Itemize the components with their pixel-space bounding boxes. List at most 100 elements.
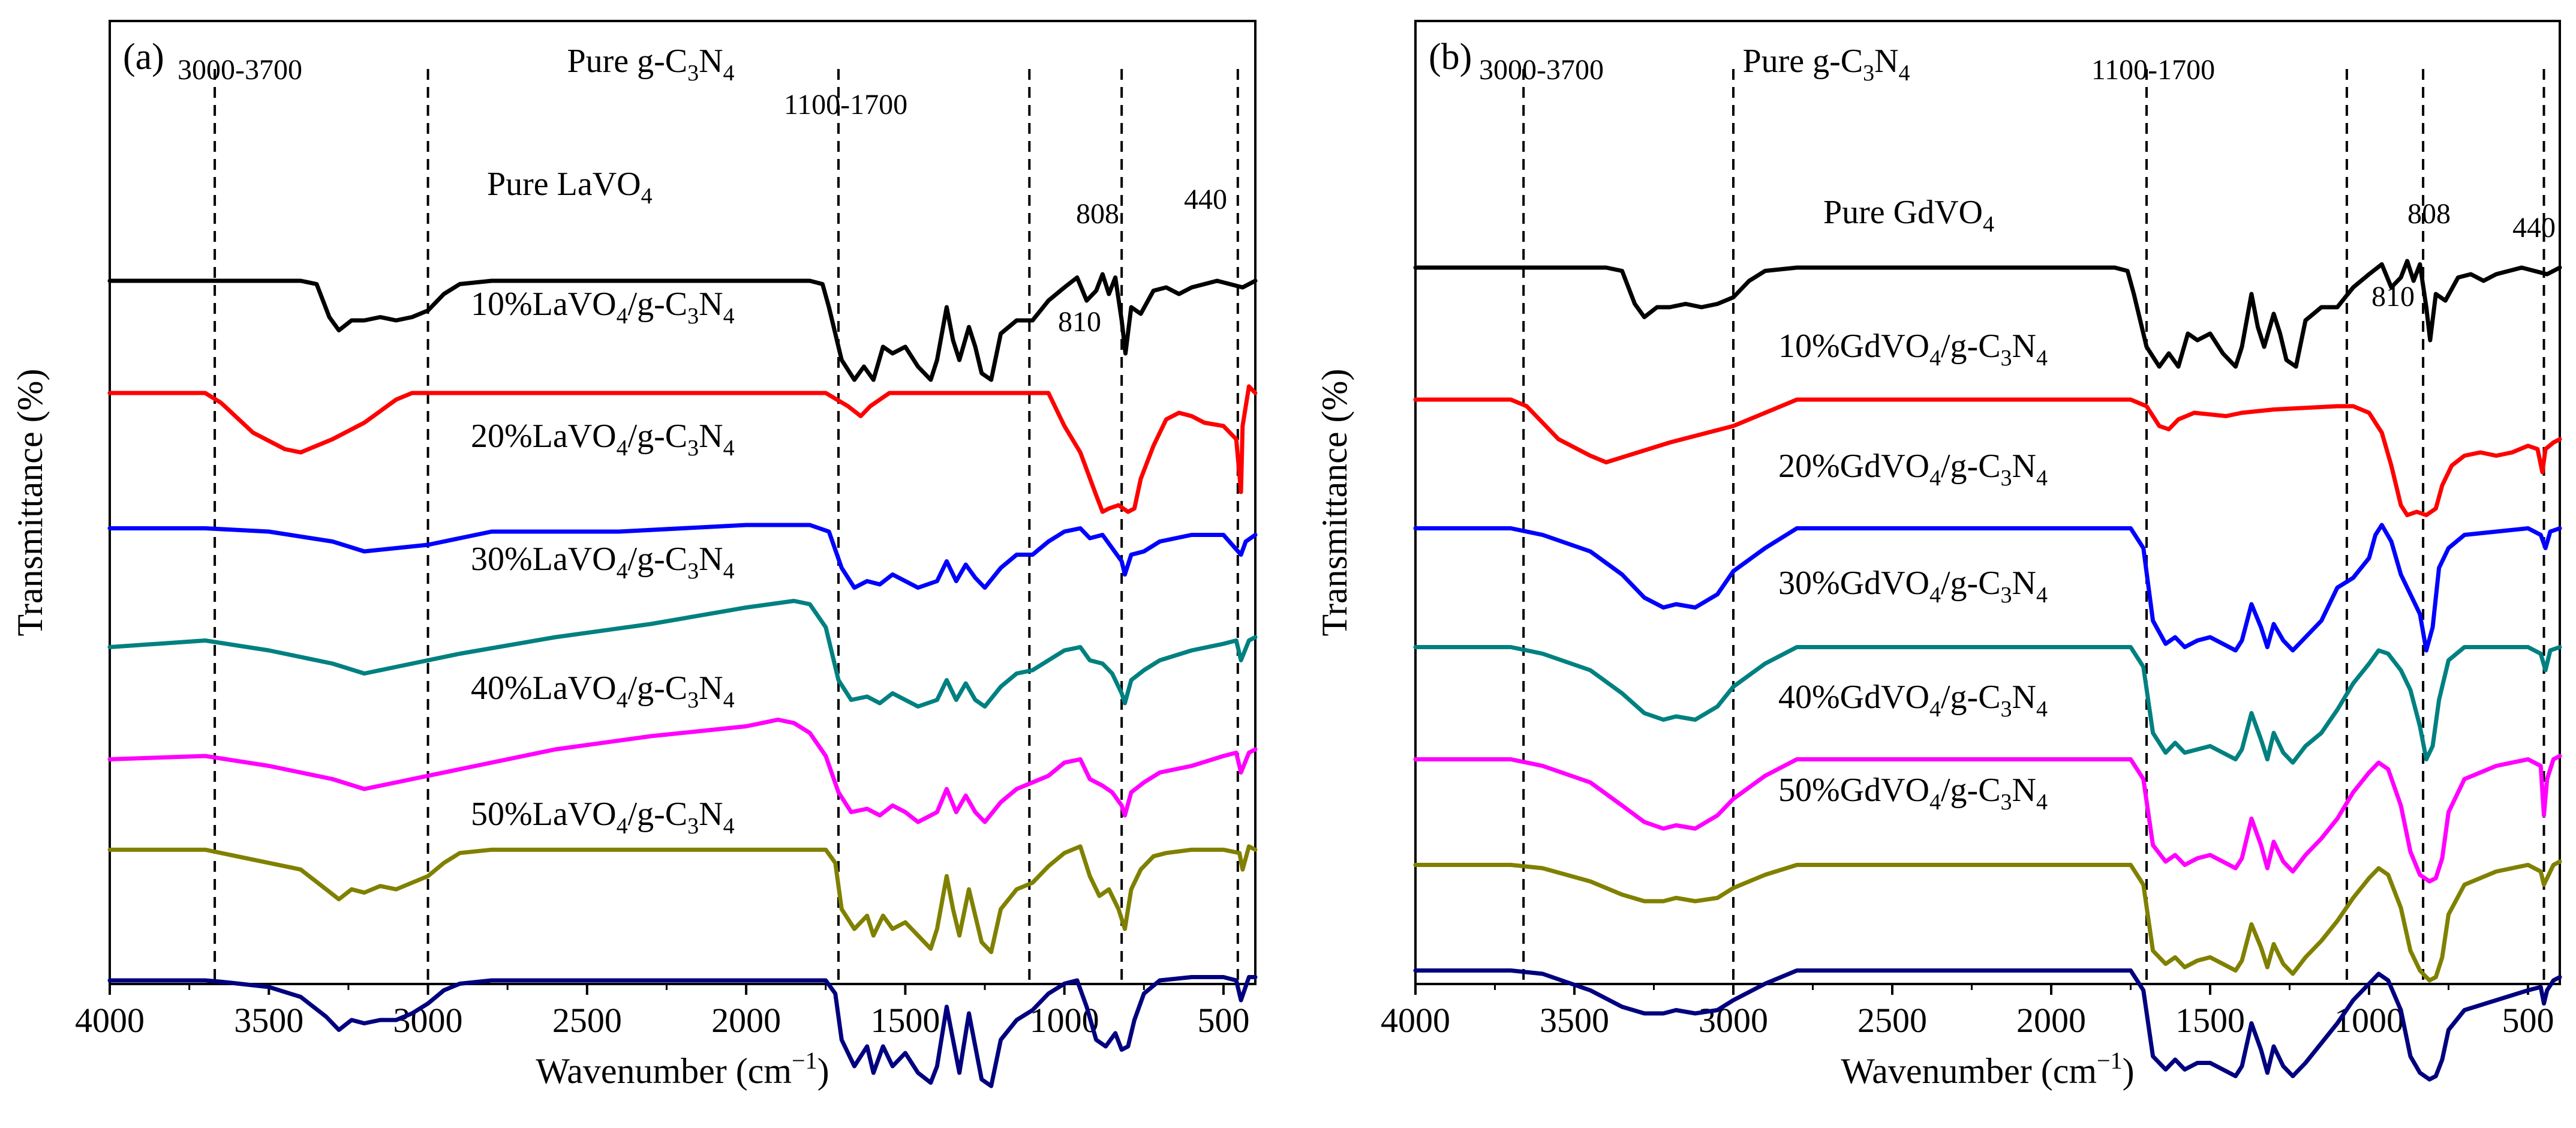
region-label: 1100-1700 [2091, 54, 2215, 86]
panel-label: (b) [1429, 37, 1472, 77]
y-axis-title: Transmittance (%) [10, 368, 50, 636]
series-label-part: N [699, 418, 723, 455]
x-tick-label: 2000 [711, 1001, 781, 1040]
series-label-sub: 4 [617, 559, 628, 584]
x-axis-title-main: Wavenumber (cm [536, 1051, 792, 1091]
series-label-sub: 3 [2001, 697, 2012, 722]
series-label-part: /g-C [1941, 565, 2001, 602]
series-label-part: N [2012, 328, 2036, 365]
series-label-part: /g-C [628, 541, 688, 578]
series-label: 40%LaVO4/g-C3N4 [471, 670, 735, 713]
plot-frame [1414, 20, 2561, 985]
series-label: Pure GdVO4 [1823, 194, 1994, 237]
series-label-part: 20%GdVO [1778, 448, 1929, 485]
series-label-part: 30%LaVO [471, 541, 617, 578]
region-label: 3000-3700 [1479, 54, 1604, 86]
series-label-part: Pure g-C [1742, 43, 1863, 80]
series-label-part: /g-C [628, 286, 688, 323]
spectrum-line-1 [107, 272, 1258, 382]
spectrum-line-6 [1413, 859, 2562, 983]
series-label-sub: 4 [723, 304, 735, 329]
series-label-part: N [699, 670, 723, 707]
series-label-part: Pure GdVO [1823, 194, 1983, 231]
series-label-sub: 4 [1983, 212, 1994, 237]
series-label: 50%LaVO4/g-C3N4 [471, 796, 735, 839]
series-label-sub: 4 [1929, 583, 1941, 608]
series-label-part: /g-C [628, 796, 688, 833]
x-tick-label: 1000 [2334, 1001, 2404, 1040]
series-label-sub: 4 [1929, 346, 1941, 371]
series-label-sub: 4 [2036, 697, 2048, 722]
series-label-part: N [2012, 565, 2036, 602]
series-label-part: /g-C [628, 670, 688, 707]
series-label-part: 10%GdVO [1778, 328, 1929, 365]
series-label-sub: 3 [687, 304, 699, 329]
spectrum-line-2 [1413, 397, 2562, 517]
series-label-part: /g-C [1941, 448, 2001, 485]
series-label: 10%LaVO4/g-C3N4 [471, 286, 735, 329]
series-label-part: N [699, 541, 723, 578]
panel-label: (a) [123, 37, 164, 77]
series-label-sub: 4 [2036, 583, 2048, 608]
series-label-part: N [2012, 772, 2036, 809]
spectrum-line-2 [107, 384, 1258, 514]
series-label: 30%LaVO4/g-C3N4 [471, 541, 735, 584]
spectrum-line-7 [1413, 968, 2562, 1082]
series-label-sub: 3 [687, 436, 699, 461]
series-label-part: N [2012, 679, 2036, 716]
series-label-part: /g-C [1941, 328, 2001, 365]
series-label-sub: 3 [2001, 790, 2012, 815]
x-tick-label: 2000 [2016, 1001, 2086, 1040]
series-label-part: /g-C [1941, 679, 2001, 716]
series-label-part: N [699, 43, 723, 80]
x-axis-title-close: ) [2123, 1051, 2135, 1091]
series-label-sub: 4 [2036, 790, 2048, 815]
spectrum-line-3 [1413, 523, 2562, 653]
series-label-sub: 4 [617, 436, 628, 461]
peak-label: 810 [1058, 306, 1101, 338]
series-label-sub: 4 [1929, 790, 1941, 815]
series-label-part: Pure g-C [567, 43, 687, 80]
x-axis-title: Wavenumber (cm−1) [1841, 1047, 2134, 1091]
series-label-sub: 4 [1929, 697, 1941, 722]
series-label-sub: 4 [723, 814, 735, 839]
spectrum-line-3 [107, 523, 1258, 590]
series-label-sub: 3 [687, 61, 699, 86]
series-label-sub: 4 [617, 304, 628, 329]
x-tick-label: 500 [1197, 1001, 1249, 1040]
series-label-sub: 3 [2001, 346, 2012, 371]
series-label-sub: 4 [723, 436, 735, 461]
spectrum-line-4 [107, 599, 1258, 709]
series-label-sub: 3 [687, 688, 699, 713]
series-label: Pure g-C3N4 [1742, 43, 1910, 86]
spectrum-line-6 [107, 844, 1258, 955]
series-label-part: 40%LaVO [471, 670, 617, 707]
series-label-part: 10%LaVO [471, 286, 617, 323]
series-label-part: /g-C [628, 418, 688, 455]
x-tick-label: 500 [2502, 1001, 2554, 1040]
series-label: 10%GdVO4/g-C3N4 [1778, 328, 2048, 371]
peak-label: 808 [1076, 198, 1119, 230]
x-tick-label: 1500 [870, 1001, 940, 1040]
spectrum-line-5 [107, 718, 1258, 824]
series-label-part: Pure LaVO [487, 166, 641, 203]
x-tick-label: 2500 [1857, 1001, 1927, 1040]
series-label: Pure LaVO4 [487, 166, 653, 209]
x-axis-title-sup: −1 [2097, 1047, 2123, 1074]
series-label-part: 20%LaVO [471, 418, 617, 455]
series-label-sub: 4 [723, 688, 735, 713]
series-label-part: 40%GdVO [1778, 679, 1929, 716]
peak-label: 440 [2512, 212, 2556, 244]
series-label: 20%LaVO4/g-C3N4 [471, 418, 735, 461]
x-tick-label: 4000 [75, 1001, 145, 1040]
series-label: 40%GdVO4/g-C3N4 [1778, 679, 2048, 722]
series-label-sub: 3 [687, 559, 699, 584]
series-label-sub: 3 [2001, 466, 2012, 491]
series-label-part: N [2012, 448, 2036, 485]
panel-b: 4000 3500 3000 2500 2000 1500 1000 500 Wavenumbe… [1315, 20, 2562, 1091]
series-label-part: N [699, 796, 723, 833]
x-tick-label: 3000 [393, 1001, 463, 1040]
series-label: 20%GdVO4/g-C3N4 [1778, 448, 2048, 491]
x-axis-title-sup: −1 [792, 1047, 817, 1074]
